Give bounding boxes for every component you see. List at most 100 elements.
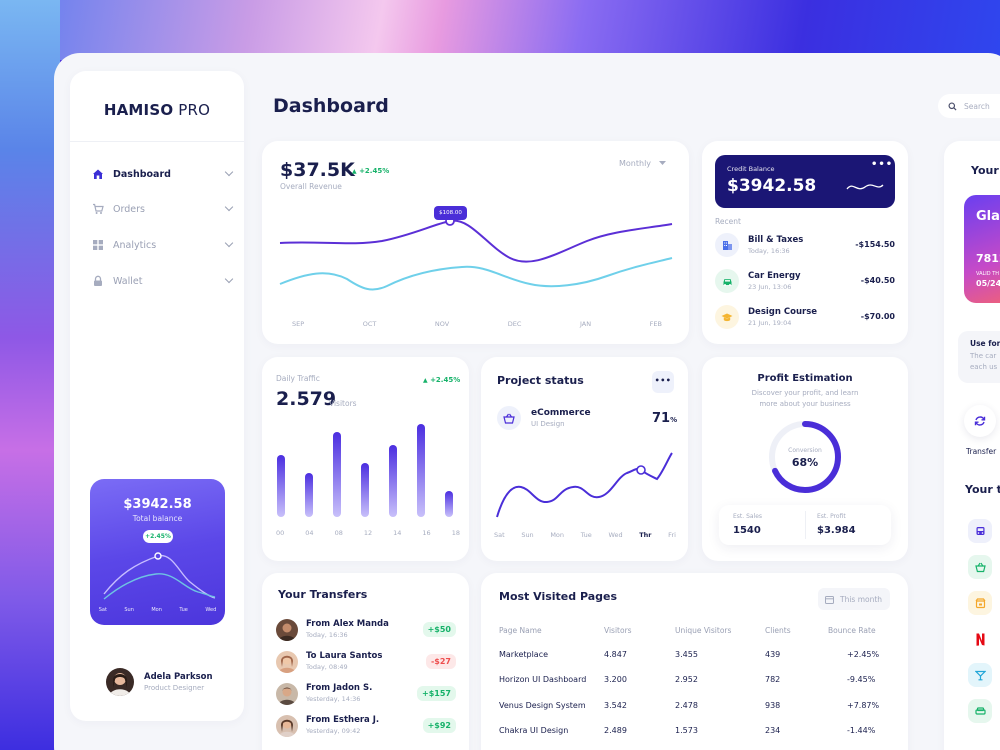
transfer-name: From Jadon S. [306,683,373,693]
balance-label: Total balance [132,514,183,523]
transfer-name: From Esthera J. [306,715,380,725]
use-for-desc: each us [970,363,998,371]
revenue-change-value: +2.45% [359,167,390,175]
transfer-row[interactable]: To Laura Santos Today, 08:49 -$27 [276,650,456,676]
sidebar-item-label: Dashboard [113,168,171,180]
user-role: Product Designer [144,684,205,692]
column-header: Visitors [604,626,632,635]
card-number: 7812 [976,252,1000,265]
day-label: Sat [98,607,107,613]
column-header: Bounce Rate [828,626,876,635]
right-panel: Your C Glas 7812 VALID TH 05/24 Use for … [944,141,1000,750]
sidebar-item-analytics[interactable]: Analytics [92,235,234,255]
period-value: Monthly [619,159,652,168]
month-label: NOV [434,320,450,328]
netflix-icon [968,627,992,651]
transfer-row[interactable]: From Jadon S. Yesterday, 14:36 +$157 [276,682,456,708]
balance-change-badge: +2.45% [143,530,173,543]
day-label: Sun [124,607,134,613]
credit-amount: $3942.58 [727,176,817,196]
project-name: eCommerce [531,408,591,418]
bounce-rate-cell: -9.45% [847,675,876,684]
more-icon[interactable]: ••• [871,159,894,170]
user-profile[interactable]: Adela Parkson Product Designer [106,668,236,698]
sidebar-item-wallet[interactable]: Wallet [92,271,234,291]
transfer-row[interactable]: From Esthera J. Yesterday, 09:42 +$92 [276,714,456,740]
pages-title: Most Visited Pages [499,590,618,603]
chevron-down-icon [224,274,234,284]
bounce-rate-cell: -1.44% [847,726,876,735]
recent-amount: -$40.50 [860,276,895,285]
traffic-unit: Visitors [329,399,357,408]
chevron-down-icon [224,238,234,248]
period-dropdown[interactable]: Monthly [619,159,667,168]
month-label: DEC [507,320,522,328]
transfer-row[interactable]: From Alex Manda Today, 16:36 +$50 [276,618,456,644]
avatar [276,715,298,737]
recent-title: Bill & Taxes [748,235,804,245]
bus-icon [968,519,992,543]
table-cell: 234 [765,726,781,735]
app-window: HAMISO PRO Dashboard Orders Analytics Wa… [54,53,1000,750]
brand-logo[interactable]: HAMISO PRO [103,101,211,119]
profit-estimation-card: Profit Estimation Discover your profit, … [702,357,908,561]
search-input[interactable]: Search [938,94,1000,118]
recent-row[interactable]: Car Energy 23 Jun, 13:06 -$40.50 [715,269,895,297]
transfers-card: Your Transfers From Alex Manda Today, 16… [262,573,469,750]
column-header: Clients [765,626,791,635]
use-for-box: Use for The car each us [958,331,1000,383]
traffic-value: 2.579 [276,388,337,410]
sofa-icon [968,699,992,723]
recent-amount: -$70.00 [860,312,895,321]
table-cell: 1.573 [675,726,698,735]
basket-icon [497,406,521,430]
table-cell: 2.952 [675,675,698,684]
card-brand: Glas [976,209,1000,224]
hour-label: 14 [393,529,402,537]
sidebar-item-orders[interactable]: Orders [92,199,234,219]
page-title: Dashboard [273,95,389,117]
chevron-down-icon [224,202,234,212]
date-filter-label: This month [840,594,883,604]
project-status-card: Project status ••• eCommerce UI Design 7… [481,357,688,561]
day-label: Sun [521,531,534,539]
building-icon [715,233,739,257]
grid-icon [92,239,104,251]
project-percent: 71% [652,411,677,426]
sidebar-item-dashboard[interactable]: Dashboard [92,164,234,184]
more-icon[interactable]: ••• [652,371,674,393]
month-label: SEP [292,320,305,328]
recent-row[interactable]: Bill & Taxes Today, 16:36 -$154.50 [715,233,895,261]
date-filter-button[interactable]: This month [818,588,890,610]
recent-row[interactable]: Design Course 21 Jun, 19:04 -$70.00 [715,305,895,333]
table-cell: Marketplace [499,650,549,659]
month-axis: SEP OCT NOV DEC JAN FEB [292,320,662,328]
home-icon [92,168,104,180]
caret-down-icon [659,161,667,165]
revenue-label: Overall Revenue [280,182,342,191]
project-line-chart [496,452,673,518]
transfer-name: To Laura Santos [306,651,383,661]
daily-traffic-card: Daily Traffic ▲ +2.45% 2.579 Visitors 00… [262,357,469,561]
your-transactions-title: Your tr [965,483,1000,496]
credit-card[interactable]: Glas 7812 VALID TH 05/24 [964,195,1000,303]
refresh-icon [974,416,986,426]
hour-label: 12 [363,529,373,537]
bounce-rate-cell: +2.45% [847,650,880,659]
use-for-desc: The car [970,352,997,360]
transfer-amount: +$50 [422,622,456,637]
transfer-button[interactable] [964,405,996,437]
recent-date: Today, 16:36 [748,247,790,255]
credit-label: Credit Balance [727,165,775,173]
table-cell: 3.455 [675,650,698,659]
revenue-tooltip: $108.00 [434,206,467,220]
credit-balance-banner[interactable]: Credit Balance $3942.58 ••• [715,155,895,208]
recent-amount: -$154.50 [855,240,895,249]
avatar [276,651,298,673]
month-label: FEB [649,320,662,328]
conversion-donut [769,421,841,493]
hour-label: 04 [305,529,314,537]
total-balance-card[interactable]: $3942.58 Total balance +2.45% Sat Sun Mo… [90,479,225,625]
day-label: Fri [668,531,676,539]
cocktail-icon [968,663,992,687]
